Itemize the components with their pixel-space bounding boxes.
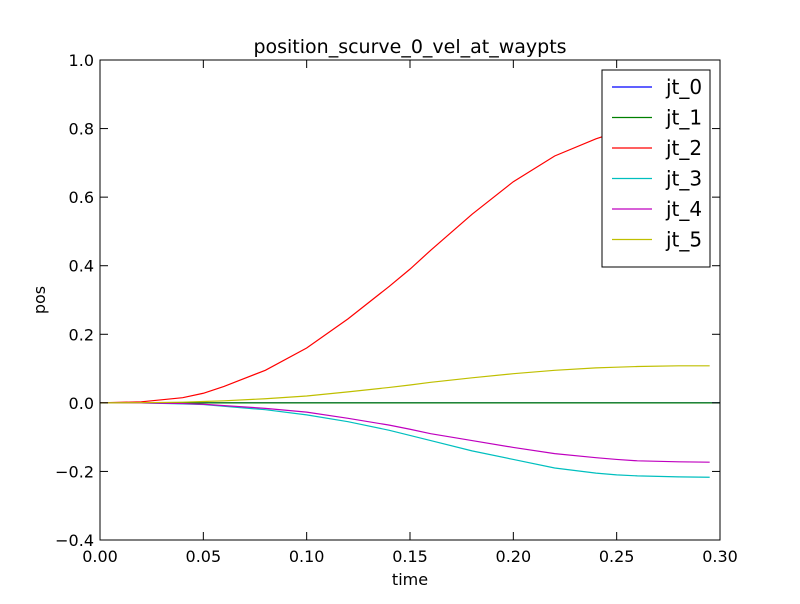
y-tick-label: −0.4 xyxy=(55,531,94,550)
y-tick-label: 0.0 xyxy=(69,394,94,413)
legend: jt_0 jt_1 jt_2 jt_3 jt_4 jt_5 xyxy=(601,69,711,268)
y-tick-label: 0.2 xyxy=(69,325,94,344)
chart-title: position_scurve_0_vel_at_waypts xyxy=(253,36,566,58)
legend-label-jt-3: jt_3 xyxy=(665,167,702,191)
y-tick-label: 1.0 xyxy=(69,51,94,70)
x-axis-label: time xyxy=(392,570,428,589)
axis-ticks: 0.00 0.05 0.10 0.15 0.20 0.25 0.30 −0.4 −0.2 0.0 0… xyxy=(55,51,738,566)
x-tick-label: 0.00 xyxy=(82,547,118,566)
y-axis-label: pos xyxy=(30,286,49,314)
legend-label-jt-5: jt_5 xyxy=(665,228,702,252)
x-tick-label: 0.20 xyxy=(496,547,532,566)
legend-label-jt-2: jt_2 xyxy=(665,136,702,160)
y-tick-label: 0.8 xyxy=(69,120,94,139)
y-tick-label: 0.4 xyxy=(69,257,94,276)
legend-box xyxy=(601,69,711,268)
legend-label-jt-1: jt_1 xyxy=(665,106,702,130)
x-tick-label: 0.15 xyxy=(392,547,428,566)
legend-label-jt-4: jt_4 xyxy=(665,197,702,221)
series-layer xyxy=(100,122,720,478)
x-tick-label: 0.10 xyxy=(289,547,325,566)
x-tick-label: 0.30 xyxy=(702,547,738,566)
series-line-jt-5 xyxy=(100,365,710,404)
y-tick-label: −0.2 xyxy=(55,462,94,481)
x-tick-label: 0.05 xyxy=(186,547,222,566)
x-tick-label: 0.25 xyxy=(599,547,635,566)
series-line-jt-4 xyxy=(100,402,710,463)
legend-label-jt-0: jt_0 xyxy=(665,75,702,99)
y-tick-label: 0.6 xyxy=(69,188,94,207)
